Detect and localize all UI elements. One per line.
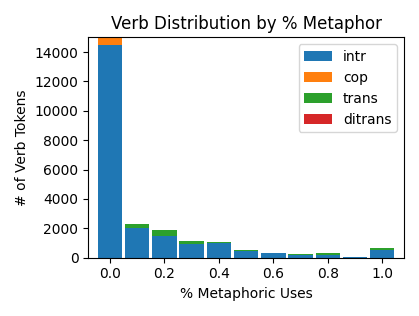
Bar bbox=[234, 251, 259, 258]
Bar bbox=[316, 253, 340, 255]
Legend: intr, cop, trans, ditrans: intr, cop, trans, ditrans bbox=[299, 44, 397, 132]
Bar bbox=[207, 243, 231, 258]
Y-axis label: # of Verb Tokens: # of Verb Tokens bbox=[15, 89, 29, 206]
Bar bbox=[343, 257, 367, 258]
Bar bbox=[152, 230, 177, 236]
Bar bbox=[125, 228, 150, 258]
Bar bbox=[98, 45, 122, 258]
Bar bbox=[179, 241, 204, 245]
Bar bbox=[234, 250, 259, 251]
Bar bbox=[316, 255, 340, 258]
Bar bbox=[152, 236, 177, 258]
Bar bbox=[288, 255, 313, 258]
Title: Verb Distribution by % Metaphor: Verb Distribution by % Metaphor bbox=[111, 15, 382, 33]
Bar bbox=[288, 254, 313, 255]
Bar bbox=[125, 224, 150, 228]
Bar bbox=[370, 250, 394, 258]
Bar bbox=[370, 248, 394, 250]
Bar bbox=[207, 242, 231, 243]
Bar bbox=[261, 253, 286, 258]
X-axis label: % Metaphoric Uses: % Metaphoric Uses bbox=[180, 287, 313, 301]
Bar bbox=[261, 252, 286, 253]
Bar bbox=[98, 0, 122, 45]
Bar bbox=[179, 245, 204, 258]
